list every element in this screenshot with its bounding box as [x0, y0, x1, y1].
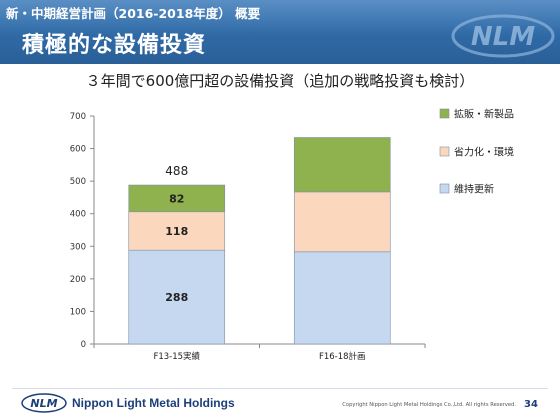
bar-data-label: 118 — [165, 225, 188, 238]
slide-header: 新・中期経営計画（2016-2018年度） 概要 積極的な設備投資 NLM — [0, 0, 560, 64]
svg-text:NLM: NLM — [471, 22, 535, 52]
x-category-label: F16-18計画 — [319, 351, 366, 362]
slide-title: 積極的な設備投資 — [22, 33, 207, 58]
y-tick-label: 200 — [70, 275, 86, 285]
y-tick-label: 100 — [70, 307, 86, 317]
bar-data-label: 288 — [165, 291, 188, 304]
legend-label: 省力化・環境 — [454, 146, 514, 159]
y-tick-label: 500 — [70, 177, 86, 187]
legend-label: 拡販・新製品 — [454, 108, 514, 121]
y-tick-label: 0 — [81, 340, 86, 350]
footer-brand: Nippon Light Metal Holdings — [72, 396, 235, 410]
footer-divider — [12, 388, 548, 389]
legend-swatch — [439, 108, 450, 119]
y-tick-label: 700 — [70, 112, 86, 122]
svg-text:NLM: NLM — [30, 397, 57, 410]
header-subtitle: 新・中期経営計画（2016-2018年度） 概要 — [6, 6, 261, 21]
bar-segment — [293, 137, 391, 193]
chart-subtitle: ３年間で600億円超の設備投資（追加の戦略投資も検討） — [85, 72, 475, 90]
bar-segment — [128, 184, 226, 213]
x-category-label: F13-15実績 — [153, 351, 200, 362]
y-tick-label: 300 — [70, 242, 86, 252]
legend-label: 維持更新 — [454, 183, 494, 196]
bar-segment — [293, 251, 391, 345]
bar-segment — [128, 211, 226, 251]
nlm-logo-icon: NLM — [21, 393, 67, 413]
nlm-watermark-logo-icon: NLM — [451, 14, 555, 58]
legend-swatch — [439, 183, 450, 194]
page-number: 34 — [524, 399, 538, 410]
y-tick-label: 600 — [70, 145, 86, 155]
copyright-text: Copyright Nippon Light Metal Holdings Co… — [342, 402, 516, 408]
bar-data-label: 82 — [169, 192, 184, 205]
bar-total-label: 488 — [165, 164, 188, 178]
y-tick-label: 400 — [70, 210, 86, 220]
bar-segment — [293, 191, 391, 253]
legend-swatch — [439, 146, 450, 157]
